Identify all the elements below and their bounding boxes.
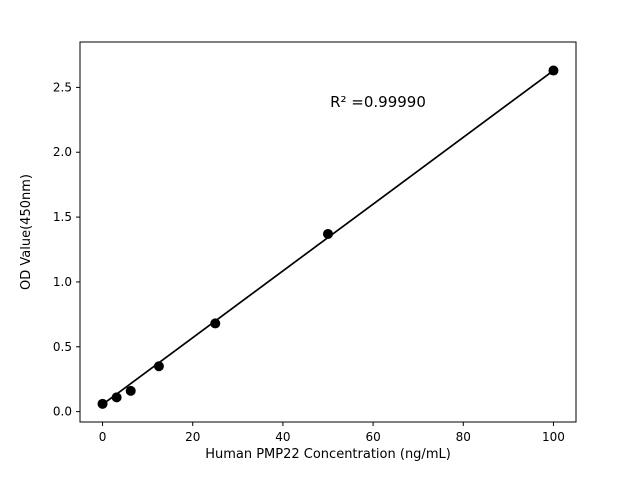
r-squared-annotation: R² =0.99990 [330,93,426,111]
x-tick-label: 80 [456,430,471,444]
data-point [323,228,333,239]
data-point [125,385,136,396]
x-tick-label: 20 [185,430,200,444]
y-tick-label: 1.0 [53,275,72,289]
y-tick-label: 1.5 [53,210,72,224]
chart-generated-layer: 0 20 40 60 80 100 0.0 0.5 1.0 1.5 2.0 2.5 [53,41,577,444]
data-point [153,361,164,372]
x-tick-label: 40 [275,430,290,444]
data-point [97,398,108,409]
data-point [210,318,221,329]
x-tick-label: 60 [365,430,380,444]
data-point [111,392,122,403]
y-tick-label: 0.0 [53,405,72,419]
x-tick-label: 100 [542,430,565,444]
x-axis-label: Human PMP22 Concentration (ng/mL) [205,447,451,462]
y-tick-label: 2.5 [53,80,72,94]
data-point [548,65,559,76]
plot-frame [79,41,577,423]
x-tick-label: 0 [99,430,107,444]
y-tick-label: 0.5 [53,340,72,354]
y-axis-label: OD Value(450nm) [19,174,34,290]
y-tick-label: 2.0 [53,145,72,159]
